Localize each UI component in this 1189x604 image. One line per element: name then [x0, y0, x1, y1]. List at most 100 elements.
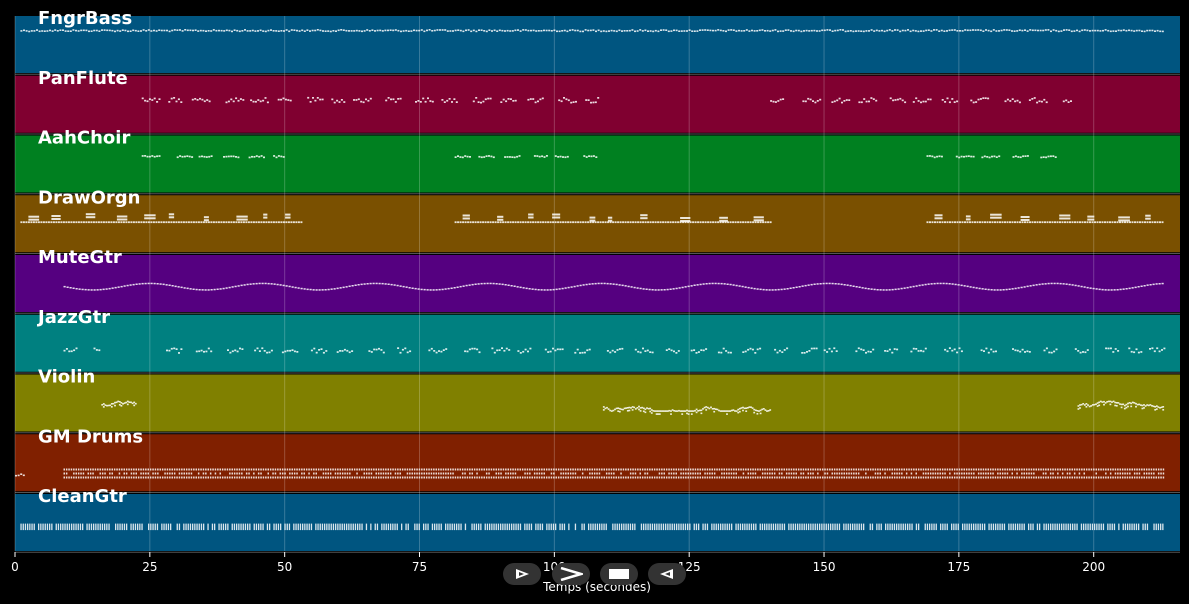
note: [465, 29, 467, 32]
note: [700, 409, 703, 412]
note: [304, 523, 306, 531]
note: [307, 96, 310, 99]
note: [875, 99, 878, 102]
note: [431, 30, 434, 32]
note: [1140, 351, 1143, 353]
note: [983, 350, 985, 352]
note: [984, 288, 987, 290]
note: [567, 286, 570, 289]
note: [1041, 221, 1044, 224]
note: [621, 347, 624, 350]
note: [948, 101, 951, 104]
note: [640, 523, 643, 531]
note: [644, 408, 647, 411]
fast-forward-button[interactable]: [552, 563, 590, 585]
note: [880, 523, 882, 531]
note: [821, 29, 824, 32]
note: [491, 523, 493, 531]
rewind-button[interactable]: [648, 563, 686, 585]
note: [574, 523, 577, 531]
note: [734, 221, 737, 224]
note: [926, 221, 929, 224]
note: [371, 29, 374, 31]
note: [482, 221, 485, 224]
note: [1011, 468, 1013, 471]
note: [588, 283, 591, 285]
note: [137, 523, 139, 531]
play-button[interactable]: [503, 563, 541, 585]
note: [687, 523, 689, 531]
note: [1159, 221, 1161, 224]
note: [512, 100, 515, 102]
note: [1052, 468, 1054, 471]
note: [756, 30, 759, 32]
note: [672, 288, 675, 290]
note: [456, 523, 458, 531]
note: [897, 288, 900, 290]
note: [191, 156, 194, 158]
note: [935, 29, 938, 31]
note: [834, 29, 837, 32]
note: [541, 155, 544, 158]
note: [539, 523, 541, 531]
note: [1079, 351, 1082, 354]
note: [931, 523, 933, 531]
note: [397, 347, 400, 349]
note: [909, 523, 911, 531]
note: [225, 29, 228, 32]
note: [894, 29, 896, 31]
note: [738, 410, 741, 413]
note: [675, 472, 677, 475]
note: [800, 476, 802, 479]
note: [728, 468, 730, 471]
note: [593, 468, 596, 471]
note: [922, 472, 925, 475]
note: [23, 29, 25, 32]
note: [833, 472, 836, 475]
note: [974, 221, 976, 224]
note: [680, 476, 682, 479]
note: [936, 282, 939, 285]
note: [805, 476, 807, 479]
note: [441, 29, 444, 31]
note: [591, 468, 593, 471]
note: [774, 29, 777, 31]
note: [976, 221, 979, 224]
note: [999, 221, 1001, 224]
note: [380, 349, 383, 351]
note: [351, 476, 353, 479]
note: [410, 30, 413, 32]
note: [843, 476, 845, 479]
note: [670, 349, 673, 352]
note: [269, 468, 272, 471]
note: [627, 476, 629, 479]
note: [816, 283, 819, 285]
note: [1047, 29, 1050, 31]
note: [596, 472, 598, 475]
note: [552, 221, 555, 224]
note: [170, 97, 173, 100]
note: [507, 476, 509, 479]
note: [214, 476, 217, 479]
note: [424, 100, 427, 103]
note: [747, 286, 750, 289]
note: [272, 476, 274, 479]
stop-button[interactable]: [600, 563, 638, 585]
note: [891, 468, 893, 471]
note: [1134, 286, 1137, 289]
note: [858, 523, 860, 531]
note: [522, 350, 525, 353]
note: [257, 30, 259, 32]
note: [581, 476, 584, 479]
track-label-0: FngrBass: [38, 8, 132, 29]
note: [984, 221, 986, 224]
note: [426, 289, 429, 291]
note: [1085, 403, 1088, 405]
note: [1125, 29, 1128, 32]
note: [821, 476, 824, 479]
note: [592, 101, 595, 104]
note: [810, 347, 813, 350]
track-notes-7: [15, 468, 1165, 479]
note: [477, 283, 480, 285]
note: [485, 476, 488, 479]
